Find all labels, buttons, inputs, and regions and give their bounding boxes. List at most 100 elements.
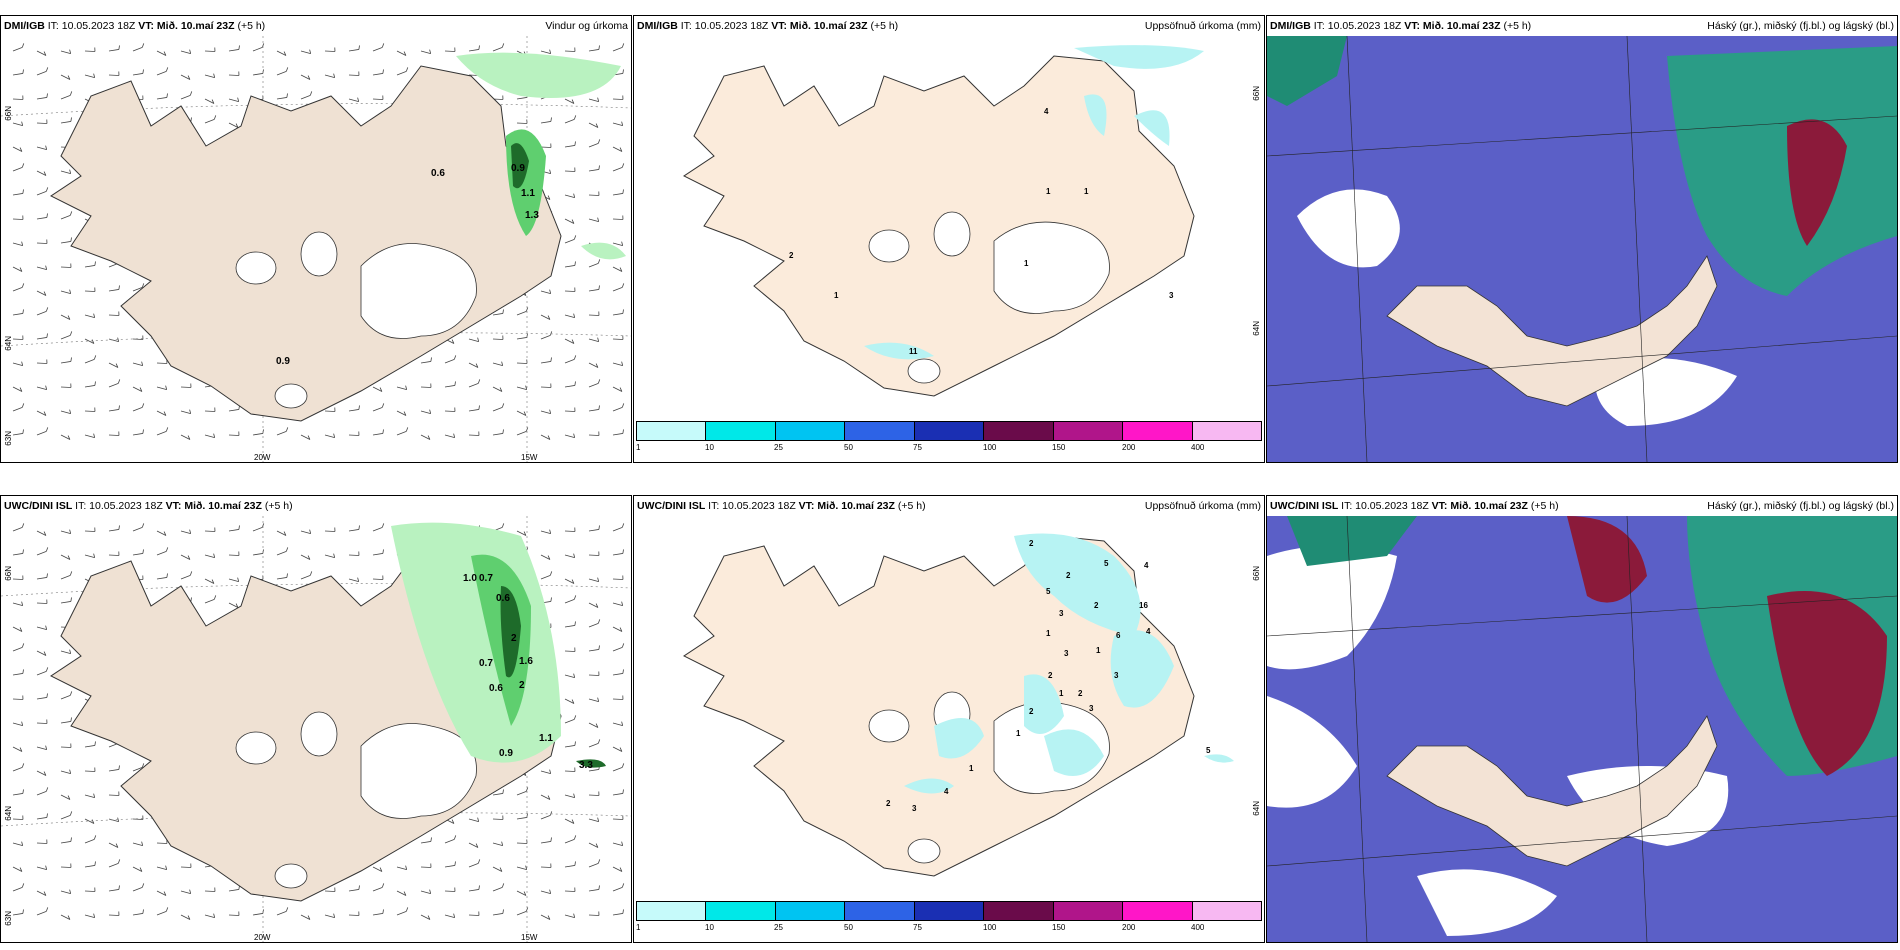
wind-barb-tick xyxy=(19,747,23,752)
wind-barb xyxy=(36,170,47,176)
panel-title: Uppsöfnuð úrkoma (mm) xyxy=(1144,20,1261,32)
wind-barb xyxy=(540,146,552,148)
panel-title: Háský (gr.), miðský (fj.bl.) og lágský (… xyxy=(1707,20,1894,32)
wind-barb-tick xyxy=(189,529,192,534)
wind-barb xyxy=(204,530,216,532)
wind-barb-tick xyxy=(622,669,624,674)
wind-barb-tick xyxy=(502,789,504,794)
wind-barb-tick xyxy=(45,625,48,630)
wind-barb xyxy=(60,841,71,844)
wind-barb xyxy=(612,722,623,726)
wind-barb-tick xyxy=(238,45,240,50)
wind-barb xyxy=(492,887,503,892)
wind-barb xyxy=(84,554,95,558)
wind-barb xyxy=(564,839,575,844)
lon-label: 15W xyxy=(521,453,538,462)
wind-barb xyxy=(348,554,360,556)
wind-barb-tick xyxy=(547,195,551,200)
wind-barb xyxy=(612,167,623,172)
valid-time: VT: Mið. 10.maí 23Z xyxy=(798,500,895,512)
wind-barb xyxy=(612,242,623,246)
wind-barb xyxy=(492,913,503,916)
wind-barb xyxy=(84,50,96,52)
value-label: 1.1 xyxy=(539,733,553,744)
wind-barb xyxy=(588,289,599,292)
wind-barb-tick xyxy=(621,163,625,168)
lat-label: 66N xyxy=(4,106,13,121)
wind-barb xyxy=(540,890,551,894)
wind-barb-tick xyxy=(549,889,552,894)
wind-barb-tick xyxy=(501,841,504,846)
wind-barb-tick xyxy=(187,435,191,440)
panel-header: UWC/DINI ISL IT: 10.05.2023 18Z VT: Mið.… xyxy=(634,496,1264,516)
colorbar-tick: 400 xyxy=(1191,923,1205,932)
wind-barb xyxy=(156,386,167,390)
wind-barb-tick xyxy=(571,339,575,344)
wind-barb-tick xyxy=(141,361,144,366)
wind-barb-tick xyxy=(427,435,431,440)
wind-barb xyxy=(612,98,624,100)
wind-barb xyxy=(180,554,191,560)
wind-barb-tick xyxy=(163,891,167,896)
wind-barb xyxy=(132,287,143,292)
panel-title: Háský (gr.), miðský (fj.bl.) og lágský (… xyxy=(1707,500,1894,512)
wind-barb-tick xyxy=(549,769,552,774)
wind-barb xyxy=(420,434,431,440)
wind-barb xyxy=(60,866,72,868)
wind-barb-tick xyxy=(619,147,623,152)
wind-barb xyxy=(300,50,311,54)
wind-barb-tick xyxy=(358,885,360,890)
wind-barb-tick xyxy=(597,217,600,222)
lat-label: 66N xyxy=(4,566,13,581)
init-time: IT: 10.05.2023 18Z xyxy=(44,20,139,32)
wind-barb xyxy=(12,287,23,292)
wind-barb xyxy=(588,409,599,412)
wind-barb xyxy=(36,266,47,270)
wind-barb xyxy=(564,530,576,532)
accumulated-precip-map: 2 4 5 5 2 16 3 2 1 6 4 3 1 2 1 2 2 3 5 4… xyxy=(634,516,1264,899)
valid-time: VT: Mið. 10.maí 23Z xyxy=(771,20,868,32)
wind-barb xyxy=(444,434,455,438)
precip-value: 3 xyxy=(1169,291,1174,300)
wind-barb-tick xyxy=(598,405,600,410)
lead-time: (+5 h) xyxy=(867,20,899,32)
wind-barb xyxy=(12,47,23,52)
wind-barb-tick xyxy=(22,69,24,74)
wind-barb-tick xyxy=(285,547,289,552)
wind-barb xyxy=(540,434,551,440)
colorbar-swatch xyxy=(1192,902,1261,920)
wind-barb xyxy=(348,529,359,532)
wind-barb xyxy=(300,530,311,534)
wind-barb xyxy=(588,263,599,268)
precip-value: 2 xyxy=(1029,539,1034,548)
wind-barb xyxy=(564,674,575,678)
wind-barb xyxy=(564,818,575,824)
wind-barb-tick xyxy=(69,811,73,816)
precip-value: 5 xyxy=(1046,587,1051,596)
wind-barb xyxy=(588,218,599,222)
wind-barb-tick xyxy=(141,43,145,48)
wind-barb xyxy=(564,745,575,748)
wind-barb-tick xyxy=(69,691,73,696)
wind-barb xyxy=(588,602,599,608)
wind-barb-tick xyxy=(286,573,288,578)
wind-barb-tick xyxy=(547,435,551,440)
wind-barb-tick xyxy=(69,91,73,96)
wind-barb xyxy=(444,410,456,412)
wind-barb xyxy=(612,913,623,916)
colorbar-swatch xyxy=(984,422,1054,440)
wind-barb xyxy=(540,50,551,54)
wind-barb-tick xyxy=(141,883,145,888)
wind-barb xyxy=(36,842,48,844)
wind-barb xyxy=(492,338,504,340)
wind-barb xyxy=(108,49,119,52)
wind-barb-tick xyxy=(142,909,144,914)
wind-barb xyxy=(516,362,528,364)
wind-barb-tick xyxy=(477,817,480,822)
value-label: 0.7 xyxy=(479,658,493,669)
wind-barb xyxy=(564,890,576,892)
wind-barb xyxy=(252,73,263,76)
wind-barb xyxy=(84,794,95,798)
wind-barb xyxy=(132,527,143,532)
wind-barb-tick xyxy=(45,787,49,792)
